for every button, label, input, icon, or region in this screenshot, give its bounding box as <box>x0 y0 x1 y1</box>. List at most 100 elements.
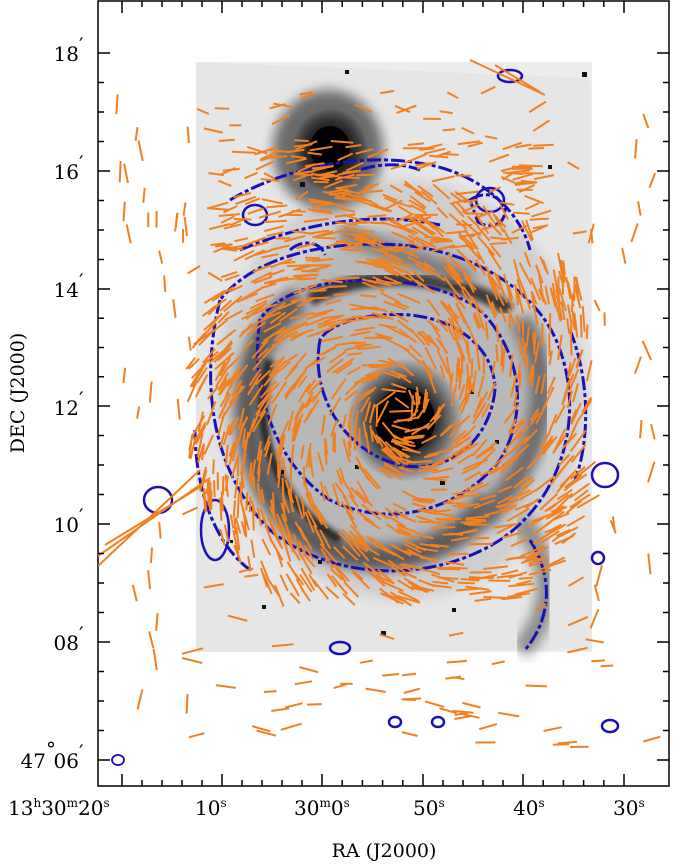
polarization-vector <box>349 486 367 504</box>
polarization-vector <box>477 210 494 218</box>
polarization-vector <box>208 201 229 210</box>
polarization-vector <box>569 330 573 356</box>
polarization-vector <box>217 310 230 324</box>
polarization-vector <box>551 505 568 515</box>
polarization-vector <box>229 217 247 227</box>
polarization-vector <box>233 477 239 499</box>
polarization-vector <box>306 509 318 528</box>
polarization-vector <box>482 205 496 224</box>
polarization-vector <box>269 499 277 522</box>
polarization-vector <box>419 508 438 512</box>
polarization-vector <box>450 317 462 340</box>
polarization-vector <box>392 446 411 459</box>
polarization-vector <box>515 143 532 149</box>
polarization-vector <box>118 160 122 183</box>
polarization-vector <box>225 365 241 387</box>
polarization-vector <box>320 229 344 237</box>
polarization-vector <box>401 220 422 228</box>
polarization-vector <box>285 157 307 165</box>
polarization-vector <box>434 150 452 158</box>
polarization-vector <box>136 689 144 710</box>
polarization-vector <box>513 211 530 215</box>
polarization-vector <box>336 315 362 323</box>
polarization-vector <box>525 684 547 688</box>
polarization-vector <box>564 473 583 489</box>
polarization-vector <box>149 547 153 564</box>
polarization-vector <box>384 268 399 277</box>
polarization-vector <box>555 492 574 511</box>
polarization-vector <box>448 631 464 637</box>
polarization-vector <box>369 536 385 548</box>
x-tick-label: 40s <box>513 796 545 820</box>
polarization-vector <box>465 340 470 356</box>
polarization-vector <box>345 144 362 149</box>
polarization-vector <box>472 536 490 540</box>
polarization-vector <box>401 436 424 441</box>
polarization-vector <box>466 325 479 349</box>
polarization-vector <box>462 529 478 534</box>
polarization-vector <box>475 259 487 276</box>
polarization-vector <box>302 477 311 501</box>
polarization-vector <box>235 195 257 205</box>
polarization-vector <box>496 523 516 535</box>
polarization-vector <box>639 419 643 439</box>
y-tick-label: 16 <box>54 160 79 184</box>
polarization-vector <box>611 516 616 531</box>
polarization-vector <box>208 172 224 177</box>
polarization-vector <box>383 462 399 472</box>
y-tick-label: 14 <box>54 278 79 302</box>
polarization-vector <box>524 202 540 211</box>
polarization-vector <box>467 141 483 148</box>
polarization-vector <box>334 566 347 583</box>
polarization-vector <box>424 235 441 239</box>
polarization-vector <box>461 126 475 135</box>
polarization-vector <box>450 536 470 542</box>
polarization-vector <box>390 543 412 557</box>
polarization-vector <box>547 413 558 435</box>
polarization-vector <box>229 514 235 529</box>
polarization-vector <box>228 284 243 293</box>
polarization-vector <box>212 459 215 475</box>
polarization-vector <box>569 482 590 499</box>
polarization-vector <box>426 414 442 431</box>
polarization-vector <box>379 89 395 95</box>
polarization-vector <box>355 104 373 114</box>
polarization-vector <box>290 333 304 342</box>
polarization-vector <box>560 259 565 284</box>
polarization-vector <box>250 459 257 484</box>
polarization-vector <box>365 233 385 244</box>
polarization-vector <box>420 143 443 151</box>
polarization-vector <box>227 354 242 369</box>
polarization-vector <box>382 193 398 202</box>
polarization-vector <box>344 344 366 352</box>
polarization-vector <box>445 261 461 277</box>
polarization-vector <box>394 104 411 114</box>
polarization-vector <box>372 276 390 285</box>
polarization-vector <box>343 226 360 232</box>
polarization-vector <box>275 439 283 460</box>
polarization-vector <box>500 342 505 367</box>
polarization-vector <box>559 526 579 538</box>
y-tick-labels: 18 ′ 16 ′ 14 ′ 12 ′ 10 ′ 08 ′ 47 ° 06 ′ <box>21 33 84 773</box>
polarization-vector <box>216 328 237 346</box>
polarization-vector <box>477 448 496 467</box>
polarization-vector <box>430 222 445 234</box>
polarization-vector <box>131 584 138 602</box>
polarization-vector <box>461 203 480 213</box>
polarization-vector <box>407 256 429 268</box>
polarization-vector <box>259 380 277 399</box>
polarization-vector <box>299 91 313 96</box>
polarization-vector <box>483 565 509 570</box>
polarization-vector <box>523 251 532 268</box>
polarization-vector <box>415 546 439 553</box>
polarization-vector <box>115 94 119 115</box>
polarization-vector <box>262 573 273 595</box>
polarization-vector <box>210 242 226 246</box>
polarization-vector <box>260 560 270 579</box>
polarization-vector <box>557 740 578 745</box>
polarization-vector <box>412 498 435 503</box>
polarization-vector <box>284 234 306 243</box>
polarization-vector <box>431 526 456 530</box>
polarization-vector <box>464 481 484 492</box>
polarization-vector <box>163 275 167 292</box>
